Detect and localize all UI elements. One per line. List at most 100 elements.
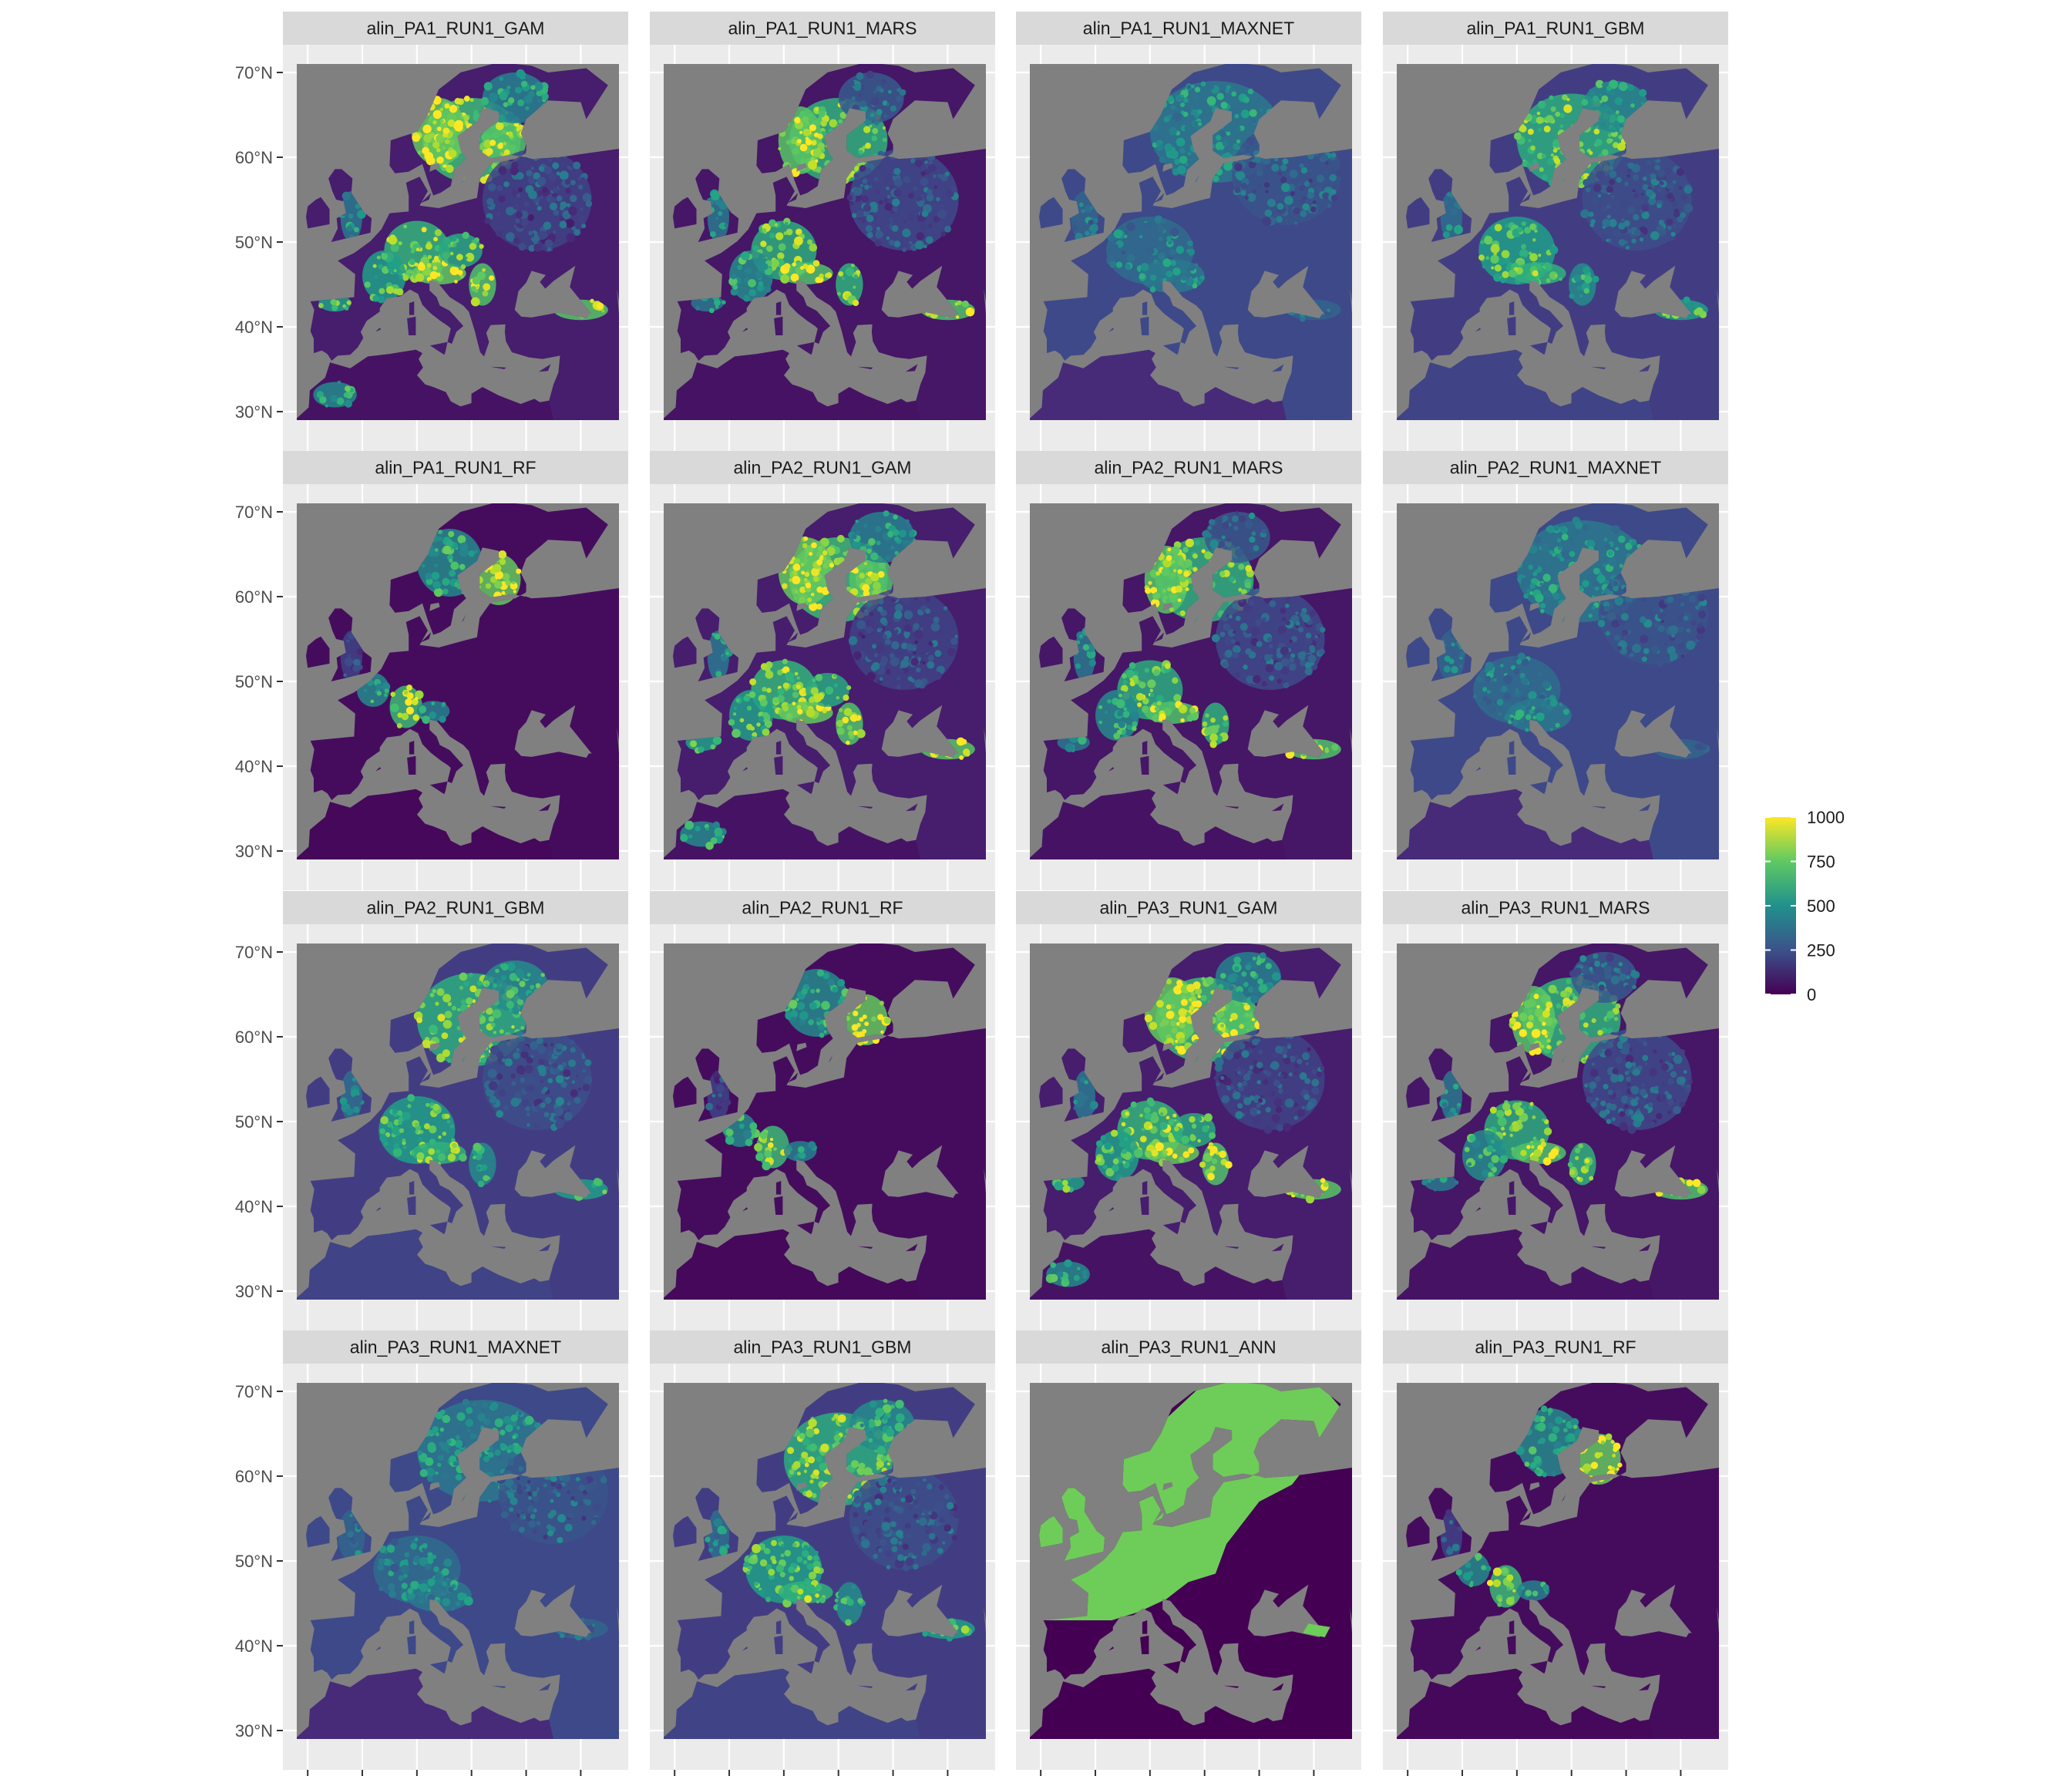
suitability-cell [861, 219, 866, 224]
suitability-cell [1570, 530, 1577, 537]
suitability-cell [1601, 95, 1609, 103]
suitability-cell [1657, 170, 1666, 178]
suitability-cell [680, 833, 688, 843]
suitability-cell [816, 1017, 822, 1023]
suitability-cell [548, 172, 557, 181]
suitability-cell [1599, 548, 1605, 554]
inland-water [523, 1023, 540, 1037]
suitability-cell [1544, 262, 1551, 269]
suitability-cell [758, 715, 765, 722]
suitability-cell [808, 1019, 815, 1026]
suitability-cell [1521, 577, 1529, 585]
suitability-cell [849, 714, 858, 722]
suitability-cell [869, 201, 878, 210]
suitability-cell [908, 192, 914, 199]
suitability-cell [442, 545, 452, 555]
suitability-cell [1273, 661, 1283, 671]
suitability-cell [1202, 1125, 1209, 1132]
suitability-cell [1182, 547, 1189, 553]
suitability-cell [565, 188, 571, 194]
suitability-cell [1186, 984, 1196, 993]
suitability-cell [1232, 1091, 1241, 1100]
suitability-cell [754, 1142, 763, 1152]
suitability-cell [449, 266, 459, 276]
suitability-cell [894, 604, 903, 612]
suitability-cell [1315, 185, 1322, 193]
inland-water [796, 602, 807, 611]
suitability-cell [402, 1138, 406, 1142]
suitability-cell [463, 980, 469, 987]
suitability-cell [1331, 743, 1339, 752]
suitability-cell [1180, 102, 1186, 108]
suitability-cell [518, 243, 526, 251]
suitability-cell [535, 983, 541, 989]
suitability-cell [1285, 604, 1290, 608]
suitability-cell [499, 558, 506, 566]
suitability-cell [526, 170, 533, 177]
suitability-cell [1173, 694, 1182, 702]
suitability-cell [415, 273, 425, 282]
suitability-cell [412, 133, 421, 143]
suitability-cell [1532, 563, 1539, 570]
suitability-cell [1515, 658, 1522, 664]
suitability-cell [1546, 526, 1550, 531]
suitability-cell [1532, 159, 1539, 165]
suitability-cell [506, 990, 515, 999]
suitability-cell [506, 113, 515, 122]
suitability-cell [383, 693, 388, 698]
suitability-cell [1502, 271, 1509, 278]
suitability-cell [1521, 221, 1526, 227]
suitability-cell [465, 252, 475, 262]
suitability-cell [374, 274, 378, 280]
suitability-cell [764, 285, 772, 293]
suitability-cell [1154, 215, 1163, 224]
suitability-cell [1614, 114, 1619, 119]
inland-water [1529, 163, 1540, 172]
suitability-cell [547, 157, 553, 163]
suitability-cell [1188, 282, 1192, 286]
suitability-cell [891, 641, 900, 650]
suitability-cell [1666, 314, 1670, 318]
suitability-cell [1512, 1025, 1518, 1031]
suitability-cell [714, 827, 723, 836]
suitability-cell [405, 706, 415, 715]
suitability-cell [946, 189, 954, 198]
suitability-cell [1611, 525, 1620, 534]
suitability-cell [1145, 1150, 1152, 1158]
suitability-cell [1616, 646, 1622, 651]
suitability-cell [482, 267, 486, 272]
suitability-cell [1201, 977, 1206, 981]
suitability-cell [486, 197, 494, 206]
suitability-cell [903, 668, 910, 674]
suitability-cell [1206, 96, 1216, 106]
suitability-cell [927, 163, 937, 173]
suitability-cell [1319, 648, 1325, 655]
suitability-cell [925, 597, 931, 602]
suitability-cell [1329, 173, 1337, 182]
suitability-cell [1482, 687, 1488, 692]
suitability-cell [1539, 694, 1545, 700]
y-tick-label: 50°N [235, 1112, 273, 1132]
suitability-cell [1144, 1014, 1153, 1023]
suitability-cell [1618, 134, 1623, 140]
suitability-cell [528, 1085, 534, 1092]
suitability-cell [348, 213, 354, 219]
inland-water [617, 288, 619, 314]
suitability-cell [1489, 1106, 1497, 1114]
suitability-cell [1241, 655, 1246, 660]
y-tick-label: 30°N [235, 842, 273, 861]
suitability-cell [1233, 1051, 1241, 1059]
suitability-cell [711, 1094, 716, 1098]
suitability-cell [1542, 1118, 1546, 1122]
suitability-cell [542, 187, 548, 193]
inland-water [1350, 728, 1352, 754]
y-tick-label: 40°N [235, 757, 273, 776]
suitability-cell [1569, 293, 1575, 299]
suitability-cell [906, 523, 912, 529]
suitability-cell [1181, 275, 1187, 281]
suitability-cell [346, 300, 352, 305]
suitability-cell [1122, 711, 1130, 718]
suitability-cell [1660, 619, 1665, 624]
suitability-cell [1118, 693, 1122, 698]
